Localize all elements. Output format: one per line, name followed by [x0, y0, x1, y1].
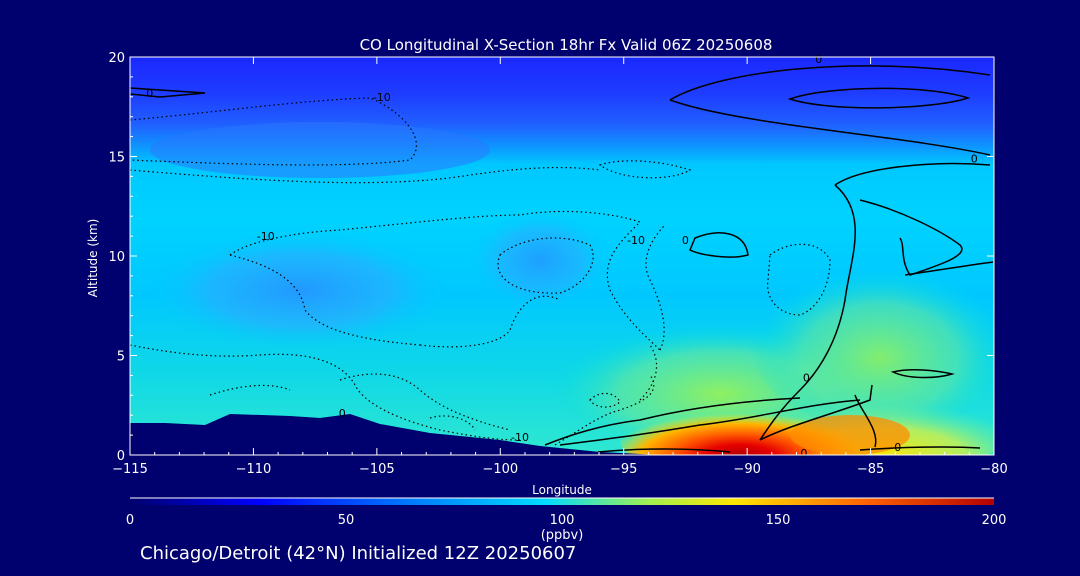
contour-dotted [130, 344, 521, 441]
contour-dotted [645, 224, 666, 351]
contour-label: 0 [971, 152, 978, 165]
y-tick-label: 15 [108, 151, 125, 166]
terrain-mask [130, 414, 660, 455]
x-tick-label: −80 [980, 462, 1007, 477]
contour-solid [669, 65, 991, 101]
contour-solid [787, 87, 971, 109]
colorbar-tick-label: 100 [550, 513, 575, 528]
upper-blue-blob [150, 122, 490, 178]
contour-label: 0 [800, 447, 807, 460]
contour-solid [669, 99, 991, 156]
x-axis-label: Longitude [532, 483, 592, 497]
colorbar-unit-label: (ppbv) [541, 528, 584, 543]
contour-label: 0 [803, 371, 810, 384]
contour-label: 0 [815, 53, 822, 66]
dotted-contours [130, 97, 831, 446]
contour-label: 0 [682, 234, 689, 247]
east-green-region [750, 250, 994, 430]
contour-dotted [554, 374, 655, 446]
contour-solid [904, 261, 994, 276]
contour-label: 0 [339, 407, 346, 420]
mid-blue-blob-2 [470, 210, 610, 310]
contour-solid [890, 369, 955, 379]
contours [130, 65, 994, 453]
contour-dotted [130, 97, 417, 166]
contour-label: -10 [511, 431, 529, 444]
contour-solid [689, 232, 749, 258]
contour-dotted [497, 237, 594, 294]
contour-label: -10 [257, 230, 275, 243]
contour-dotted [209, 384, 291, 396]
chart-title: CO Longitudinal X-Section 18hr Fx Valid … [360, 36, 773, 54]
contour-solid [597, 448, 731, 453]
colorbar-tick-label: 50 [338, 513, 355, 528]
footer-caption: Chicago/Detroit (42°N) Initialized 12Z 2… [140, 543, 577, 564]
x-axis-ticks: −115 −110 −105 −100 −95 −90 −85 −80 [112, 57, 1008, 477]
contour-dotted [229, 210, 661, 351]
x-tick-label: −90 [733, 462, 760, 477]
colorbar-ticks: 0 50 100 150 200 [126, 513, 1007, 528]
x-tick-label: −95 [610, 462, 637, 477]
contour-dotted [767, 243, 831, 316]
contour-solid [544, 397, 801, 446]
y-tick-label: 0 [117, 449, 125, 464]
x-tick-label: −100 [482, 462, 518, 477]
contour-dotted [229, 254, 421, 346]
colorbar-tick-label: 200 [982, 513, 1007, 528]
colorbar-tick-label: 0 [126, 513, 134, 528]
colorbar-tick-label: 150 [766, 513, 791, 528]
contour-solid [130, 87, 206, 98]
y-axis-label: Altitude (km) [86, 219, 100, 298]
x-tick-label: −115 [112, 462, 148, 477]
contour-label: 0 [146, 87, 153, 100]
contour-dotted [429, 415, 476, 431]
contour-solid [854, 394, 877, 448]
y-tick-label: 20 [108, 51, 125, 66]
contour-dotted [589, 392, 621, 408]
mid-blue-blob [150, 230, 450, 350]
contour-solid [859, 446, 981, 451]
hot-spot-east [790, 415, 910, 455]
colorbar [130, 498, 994, 505]
x-tick-label: −105 [359, 462, 395, 477]
x-tick-label: −85 [857, 462, 884, 477]
contour-solid [859, 199, 963, 276]
contour-solid [834, 162, 991, 186]
concentration-field [130, 57, 994, 455]
contour-labels: -10 -10 -10 -10 0 0 0 0 0 0 0 0 [146, 53, 978, 460]
y-tick-label: 10 [108, 250, 125, 265]
contour-solid [759, 384, 873, 441]
contour-solid [559, 399, 861, 446]
contour-label: 0 [894, 441, 901, 454]
contour-label: -10 [627, 234, 645, 247]
y-tick-label: 5 [117, 350, 125, 365]
contour-label: -10 [373, 91, 391, 104]
y-axis-ticks: 0 5 10 15 20 [108, 51, 994, 464]
contour-dotted [130, 166, 601, 184]
x-tick-label: −110 [236, 462, 272, 477]
contour-dotted [598, 160, 692, 179]
